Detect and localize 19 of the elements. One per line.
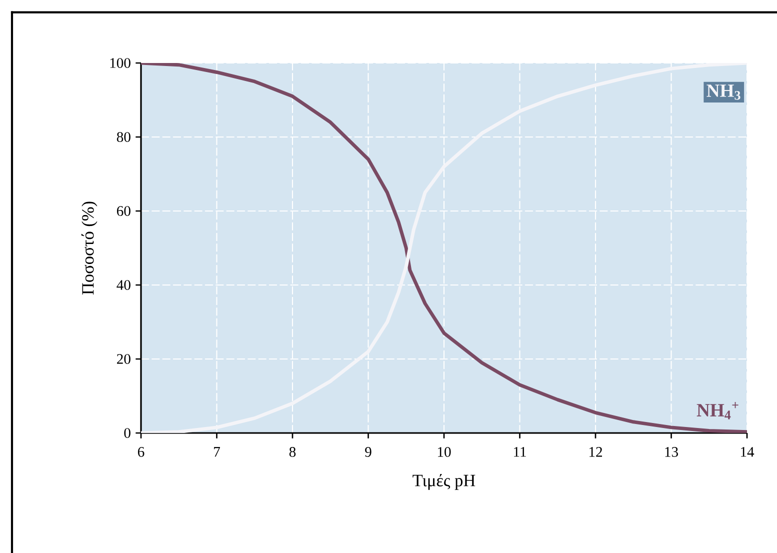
x-tick-label: 11 <box>514 447 526 457</box>
series-label: NH$_{3}$ <box>706 84 740 100</box>
x-tick-label: 13 <box>665 447 678 457</box>
x-tick-label: 12 <box>589 447 602 457</box>
y-tick-label: 40 <box>116 280 130 290</box>
y-axis-title: Ποσοστό (%) <box>81 202 98 295</box>
y-tick-label: 100 <box>110 58 130 68</box>
x-tick-label: 10 <box>438 447 451 457</box>
y-tick-label: 80 <box>116 132 130 142</box>
x-tick-label: 7 <box>214 447 220 457</box>
y-tick-label: 20 <box>117 354 130 364</box>
x-tick-label: 6 <box>138 447 144 457</box>
x-axis-title: Τιμές pH <box>412 474 476 490</box>
series-label: NH$_{4}$+ <box>696 402 738 420</box>
y-tick-label: 60 <box>116 206 130 216</box>
x-tick-label: 14 <box>740 447 754 457</box>
x-tick-label: 9 <box>365 447 372 457</box>
y-tick-label: 0 <box>124 428 130 438</box>
x-tick-label: 8 <box>289 447 296 457</box>
